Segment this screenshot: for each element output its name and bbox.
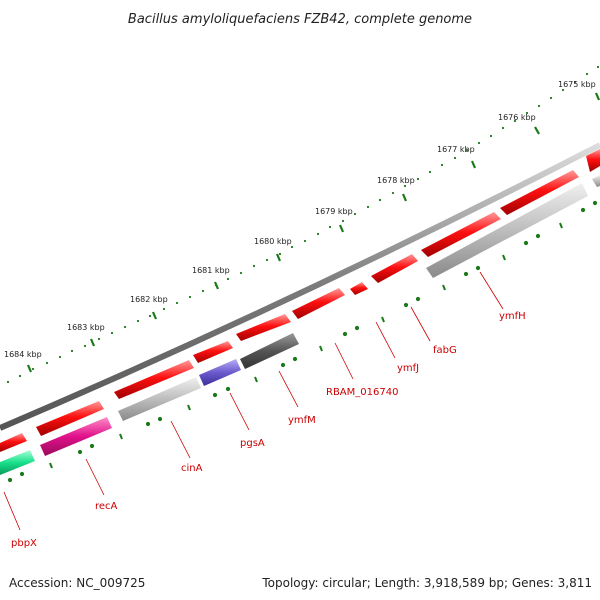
tick-label: 1682 kbp [130, 295, 168, 304]
major-tick [151, 311, 158, 320]
tick-ring-majors [26, 92, 600, 373]
major-tick [275, 253, 282, 262]
genome-summary-text: Topology: circular; Length: 3,918,589 bp… [261, 576, 592, 590]
gene-label-pbpX[interactable]: pbpX [11, 538, 37, 549]
major-tick [26, 364, 33, 373]
gene-reverse-arrow[interactable] [240, 333, 299, 369]
gene-label-cinA[interactable]: cinA [181, 463, 203, 474]
tick-label: 1681 kbp [192, 266, 230, 275]
gene-forward-arrow[interactable] [421, 212, 501, 257]
gene-forward-arrow[interactable] [114, 360, 194, 399]
gene-label-fabG[interactable]: fabG [433, 345, 457, 356]
gene-forward-arrow[interactable] [193, 341, 233, 363]
inner-tick-ring [7, 200, 598, 483]
gene-forward-arrow[interactable] [371, 254, 418, 283]
reverse-strand [0, 175, 600, 475]
gene-reverse-arrow[interactable] [40, 417, 112, 456]
tick-label: 1684 kbp [4, 350, 42, 359]
tick-label: 1683 kbp [67, 323, 105, 332]
major-tick [594, 92, 600, 101]
gene-reverse-arrow[interactable] [592, 175, 600, 187]
tick-label: 1679 kbp [315, 207, 353, 216]
major-tick [338, 224, 345, 233]
gene-label-recA[interactable]: recA [95, 501, 118, 512]
tick-label: 1676 kbp [498, 113, 536, 122]
tick-ring: 1675 kbp 1676 kbp 1677 kbp 1678 kbp 1679… [4, 65, 600, 384]
major-tick [213, 281, 220, 290]
tick-label: 1675 kbp [558, 80, 596, 89]
major-tick [89, 338, 96, 347]
tick-label: 1680 kbp [254, 237, 292, 246]
gene-label-RBAM_016740[interactable]: RBAM_016740 [326, 387, 398, 398]
accession-text: Accession: NC_009725 [9, 576, 145, 590]
gene-forward-arrow[interactable] [0, 433, 27, 452]
major-tick [401, 193, 408, 202]
gene-reverse-arrow[interactable] [0, 450, 35, 475]
major-tick [470, 160, 477, 169]
gene-label-ymfH[interactable]: ymfH [499, 311, 526, 322]
gene-reverse-arrow[interactable] [426, 183, 588, 278]
gene-reverse-arrow[interactable] [199, 359, 241, 386]
map-title: Bacillus amyloliquefaciens FZB42, comple… [128, 12, 472, 27]
gene-forward-arrow[interactable] [586, 149, 600, 172]
gene-label-ymfM[interactable]: ymfM [288, 415, 316, 426]
gene-label-ymfJ[interactable]: ymfJ [397, 363, 419, 374]
gene-forward-arrow[interactable] [36, 401, 104, 436]
gene-forward-arrow[interactable] [236, 314, 291, 341]
tick-label: 1678 kbp [377, 176, 415, 185]
forward-strand [0, 149, 600, 452]
tick-ring-dots [6, 65, 600, 384]
gene-labels: ymfH fabG ymfJ RBAM_016740 ymfM pgsA cin… [3, 271, 526, 549]
gene-reverse-arrow[interactable] [118, 377, 201, 421]
gene-forward-arrow[interactable] [500, 170, 579, 215]
tick-label: 1677 kbp [437, 145, 475, 154]
gene-forward-arrow[interactable] [292, 288, 345, 319]
major-tick [534, 126, 540, 135]
genome-backbone [0, 142, 600, 431]
gene-forward-arrow[interactable] [350, 282, 368, 295]
gene-label-pgsA[interactable]: pgsA [240, 438, 265, 449]
